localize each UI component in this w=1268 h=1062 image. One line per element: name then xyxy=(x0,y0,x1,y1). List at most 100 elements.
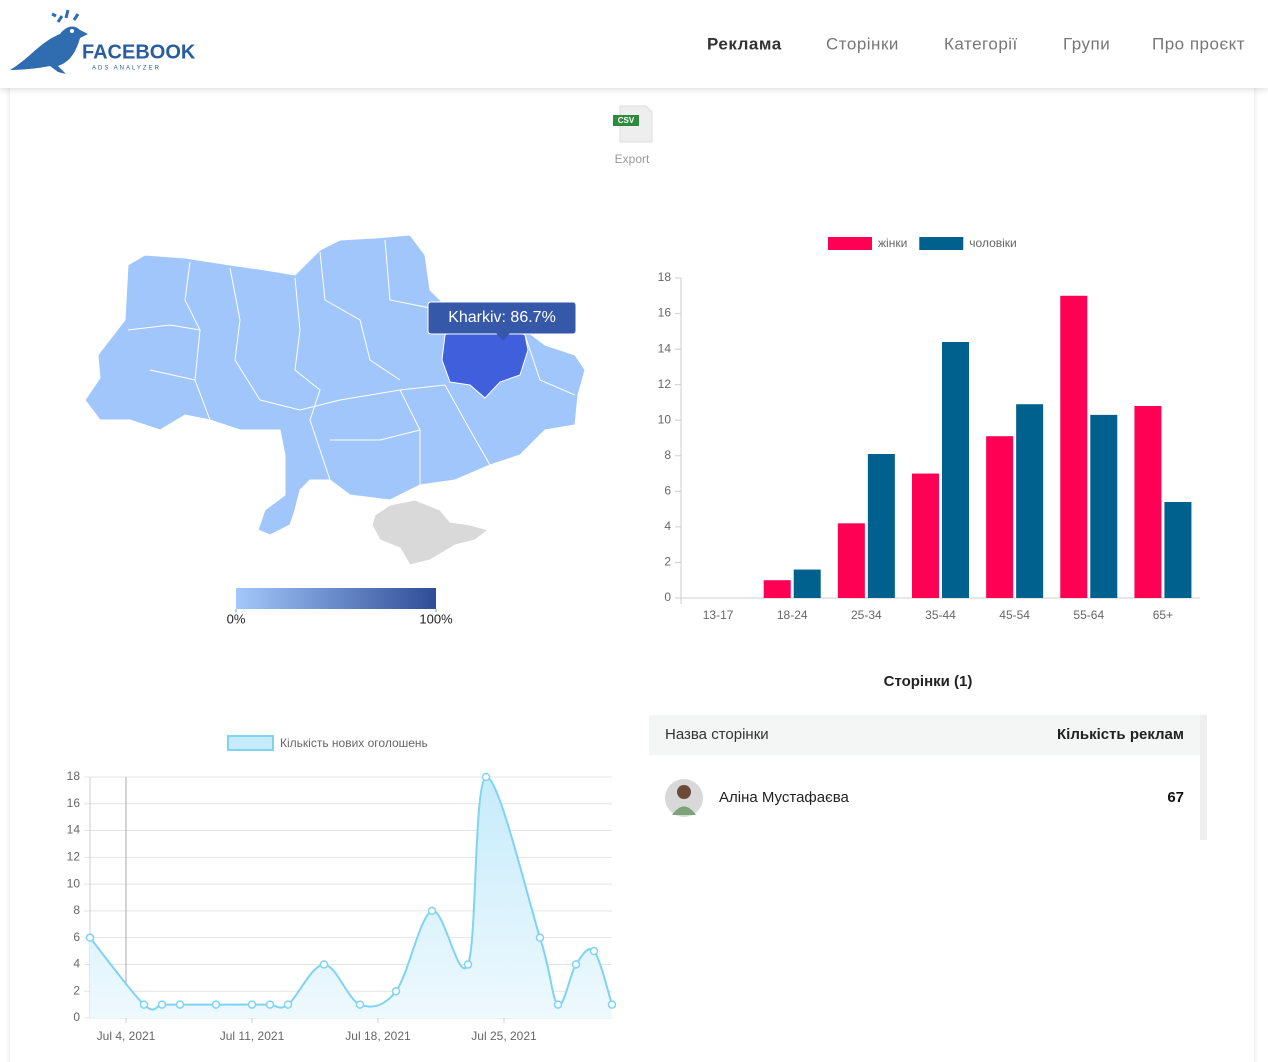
logo-bird xyxy=(10,26,88,74)
legend-swatch xyxy=(828,237,872,250)
ad-count: 67 xyxy=(1167,789,1184,806)
point xyxy=(553,1000,563,1009)
bar xyxy=(837,523,865,598)
nav-link[interactable]: Про проєкт xyxy=(1152,34,1245,53)
table-header xyxy=(649,715,1200,755)
legend-label: жінки xyxy=(878,236,907,250)
nav-link[interactable]: Сторінки xyxy=(826,34,899,53)
y-tick-label: 2 xyxy=(664,555,671,569)
legend-swatch xyxy=(227,735,274,751)
x-tick-label: Jul 4, 2021 xyxy=(97,1029,156,1043)
bar xyxy=(986,436,1014,598)
bar xyxy=(793,569,821,598)
logo-title: FACEBOOK xyxy=(82,41,196,63)
header xyxy=(0,0,1268,88)
point xyxy=(607,1000,617,1009)
avatar-head xyxy=(677,785,691,799)
y-tick-label: 8 xyxy=(73,903,80,917)
y-tick-label: 2 xyxy=(73,983,80,997)
logo-eye xyxy=(70,29,74,33)
y-tick-label: 18 xyxy=(67,769,81,783)
nav-link[interactable]: Групи xyxy=(1063,34,1110,53)
map-crimea xyxy=(371,499,490,566)
point xyxy=(481,772,491,782)
point xyxy=(319,960,329,969)
point xyxy=(247,1000,257,1009)
bar xyxy=(1164,502,1192,598)
y-tick-label: 18 xyxy=(658,270,672,284)
scrollbar xyxy=(1200,715,1207,840)
y-tick-label: 16 xyxy=(658,306,672,320)
bar xyxy=(1016,404,1044,598)
bar xyxy=(1060,295,1088,598)
x-tick-label: 55-64 xyxy=(1073,608,1104,622)
map-tooltip-pointer xyxy=(496,333,510,341)
logo[interactable]: FACEBOOK ADS ANALYZER xyxy=(10,9,196,74)
avatar-body xyxy=(672,806,696,815)
nav-link[interactable]: Категорії xyxy=(944,34,1018,53)
y-tick-label: 6 xyxy=(664,484,671,498)
colorbar xyxy=(236,588,436,609)
point xyxy=(355,1000,365,1009)
point xyxy=(157,1000,167,1009)
bar xyxy=(942,342,969,598)
x-tick-label: Jul 11, 2021 xyxy=(220,1029,285,1043)
csv-badge xyxy=(613,115,639,126)
point xyxy=(391,986,401,996)
y-tick-label: 4 xyxy=(73,957,80,971)
bar xyxy=(1090,414,1118,598)
bar xyxy=(1134,406,1162,598)
point xyxy=(211,1000,221,1009)
column-header: Кількість реклам xyxy=(1057,726,1184,743)
legend-label: Кількість нових оголошень xyxy=(280,736,428,750)
y-tick-label: 10 xyxy=(658,412,672,426)
logo-subtitle: ADS ANALYZER xyxy=(92,66,161,72)
x-tick-label: 45-54 xyxy=(999,608,1030,622)
y-tick-label: 10 xyxy=(67,876,81,890)
point xyxy=(589,946,599,956)
point xyxy=(265,1000,275,1009)
point xyxy=(571,960,581,969)
x-tick-label: 13-17 xyxy=(703,608,734,622)
area xyxy=(90,776,612,1018)
y-tick-label: 0 xyxy=(664,590,671,604)
y-tick-label: 14 xyxy=(67,823,81,837)
csv-badge-text: CSV xyxy=(618,116,635,125)
legend-label: чоловіки xyxy=(969,236,1016,250)
x-tick-label: 35-44 xyxy=(925,608,956,622)
point xyxy=(175,1000,185,1009)
x-tick-label: 65+ xyxy=(1153,608,1173,622)
map-borders xyxy=(127,239,576,485)
point xyxy=(535,933,545,942)
column-header: Назва сторінки xyxy=(665,726,769,743)
legend-swatch xyxy=(919,237,964,250)
y-tick-label: 12 xyxy=(67,850,81,864)
table-title: Сторінки (1) xyxy=(884,673,973,690)
x-tick-label: 25-34 xyxy=(851,608,882,622)
bar xyxy=(912,473,939,598)
nav-link[interactable]: Реклама xyxy=(707,34,782,53)
map-country xyxy=(84,234,586,536)
colorbar-label: 100% xyxy=(419,611,453,626)
y-tick-label: 8 xyxy=(664,448,671,462)
point xyxy=(427,906,437,916)
bar xyxy=(867,454,895,598)
y-tick-label: 0 xyxy=(73,1010,80,1024)
map-tooltip-text: Kharkiv: 86.7% xyxy=(448,309,556,326)
point xyxy=(85,933,95,942)
bar xyxy=(763,580,791,598)
export-label: Export xyxy=(615,152,650,166)
y-tick-label: 14 xyxy=(658,341,672,355)
logo-splash xyxy=(51,9,80,23)
y-tick-label: 12 xyxy=(658,377,672,391)
x-tick-label: 18-24 xyxy=(777,608,808,622)
content-panel xyxy=(10,80,1254,1062)
y-tick-label: 16 xyxy=(67,796,81,810)
page-name[interactable]: Аліна Мустафаєва xyxy=(719,789,850,806)
export-button[interactable]: CSV Export xyxy=(613,105,653,166)
point xyxy=(463,960,473,969)
point xyxy=(283,1000,293,1009)
x-tick-label: Jul 18, 2021 xyxy=(345,1029,411,1043)
